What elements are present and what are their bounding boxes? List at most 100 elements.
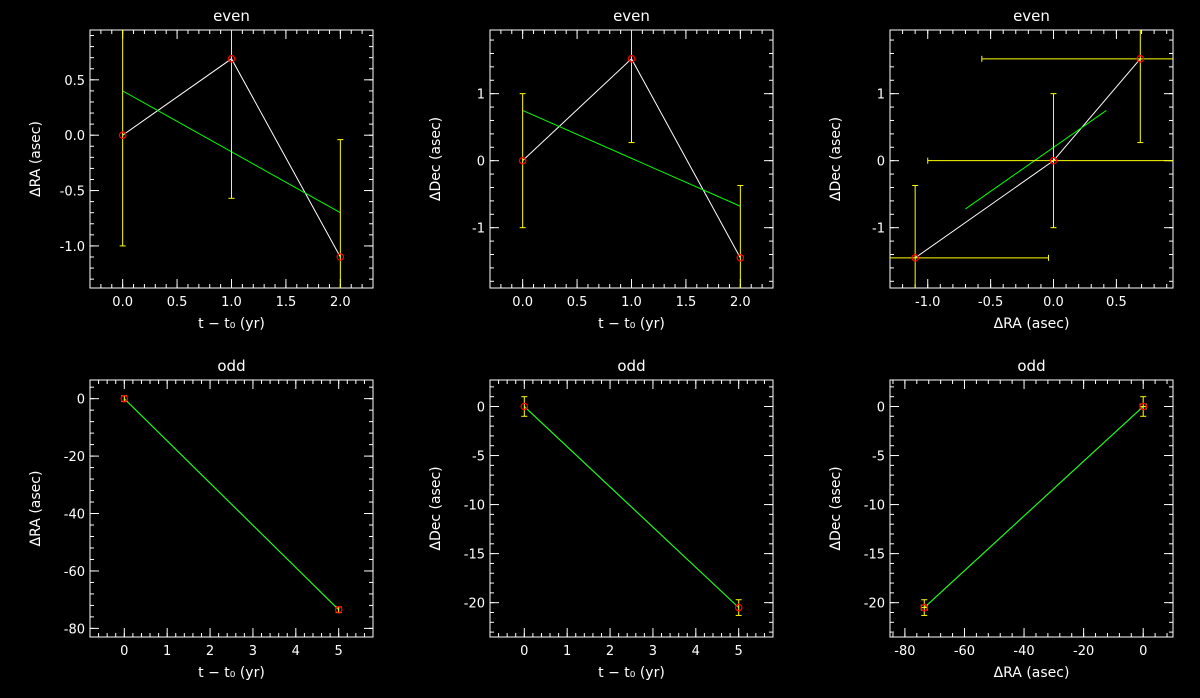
y-tick-label: -1 — [872, 222, 885, 237]
y-tick-label: -20 — [464, 597, 485, 612]
y-axis-label: ΔDec (asec) — [828, 117, 844, 201]
x-tick-label: 2 — [206, 644, 214, 659]
chart-title: odd — [617, 357, 645, 375]
y-axis-label: ΔDec (asec) — [828, 466, 844, 550]
chart-panel-3: -1.0 -0.5 0.0 0.5 -1 0 1 even ΔRA (asec) ΔDec (as… — [828, 7, 1174, 332]
chart-panel-5: 0 1 2 3 4 5 -20 -15 -10 -5 0 odd t − t₀ (yr) ΔDec (as… — [428, 357, 774, 681]
y-tick-label: -80 — [64, 622, 85, 637]
x-tick-label: 2.0 — [330, 295, 351, 310]
y-tick-label: 0.0 — [64, 129, 85, 144]
data-point — [336, 253, 345, 261]
y-tick-label: -1 — [472, 222, 485, 237]
x-tick-label: -20 — [1073, 644, 1094, 659]
x-tick-label: 5 — [735, 644, 743, 659]
y-axis-label: ΔDec (asec) — [428, 466, 444, 550]
data-point — [120, 394, 129, 403]
y-tick-label: -15 — [864, 548, 885, 563]
chart-title: even — [613, 7, 650, 25]
x-axis-label: t − t₀ (yr) — [198, 665, 265, 681]
plot-frame — [889, 29, 1174, 289]
x-tick-label: 0.5 — [167, 295, 188, 310]
data-point — [334, 605, 343, 614]
x-tick-label: 0.0 — [1043, 295, 1064, 310]
x-tick-label: 1.0 — [221, 295, 242, 310]
y-tick-label: -5 — [472, 450, 485, 465]
x-tick-label: -40 — [1013, 644, 1034, 659]
x-tick-label: 2 — [606, 644, 614, 659]
y-tick-label: 1 — [877, 88, 885, 103]
x-tick-label: -60 — [954, 644, 975, 659]
y-tick-label: 0 — [477, 155, 485, 170]
fit-line — [522, 109, 741, 207]
x-tick-label: 1 — [163, 644, 171, 659]
x-tick-label: 0 — [120, 644, 128, 659]
x-tick-label: -0.5 — [978, 295, 1003, 310]
fit-line — [965, 110, 1107, 210]
y-tick-label: 0 — [77, 393, 85, 408]
y-tick-label: -1.0 — [60, 240, 85, 255]
y-tick-label: -20 — [864, 597, 885, 612]
x-tick-label: 4 — [292, 644, 300, 659]
plot-frame — [889, 379, 1174, 638]
y-tick-label: -60 — [64, 565, 85, 580]
x-tick-label: 0.0 — [112, 295, 133, 310]
y-tick-label: -15 — [464, 548, 485, 563]
x-axis-label: ΔRA (asec) — [994, 665, 1070, 681]
plot-area — [118, 30, 345, 288]
fit-line — [123, 398, 340, 611]
chart-panel-2: 0.0 0.5 1.0 1.5 2.0 -1 0 1 even t − t₀ (yr) ΔDec (… — [428, 7, 774, 332]
plot-area — [120, 394, 343, 614]
plot-area — [890, 30, 1173, 288]
y-axis-label: ΔRA (asec) — [28, 471, 44, 547]
data-point — [227, 54, 236, 63]
y-tick-label: 1 — [477, 88, 485, 103]
x-tick-label: 3 — [249, 644, 257, 659]
y-tick-label: -40 — [64, 508, 85, 523]
data-point — [518, 156, 527, 165]
plot-frame — [89, 379, 374, 638]
x-tick-label: 1.0 — [621, 295, 642, 310]
plot-area — [518, 30, 745, 288]
chart-panel-1: 0.0 0.5 1.0 1.5 2.0 -1.0 -0.5 0.0 0.5 even t − t₀ … — [28, 7, 374, 332]
x-tick-label: 0 — [520, 644, 528, 659]
chart-title: even — [213, 7, 250, 25]
plot-area — [920, 396, 1148, 616]
x-tick-label: 4 — [692, 644, 700, 659]
x-axis-label: t − t₀ (yr) — [598, 316, 665, 332]
data-point — [627, 55, 636, 63]
y-tick-label: 0.5 — [64, 74, 85, 89]
chart-title: even — [1013, 7, 1050, 25]
data-point — [1139, 402, 1148, 411]
y-tick-label: -5 — [872, 450, 885, 465]
chart-panel-6: -80 -60 -40 -20 0 -20 -15 -10 -5 0 odd ΔRA (asec) ΔD… — [828, 357, 1174, 681]
chart-title: odd — [1017, 357, 1045, 375]
y-tick-label: 0 — [477, 400, 485, 415]
data-point — [1136, 55, 1145, 63]
x-tick-label: 0.5 — [1106, 295, 1127, 310]
data-point — [734, 603, 743, 612]
y-tick-label: 0 — [877, 155, 885, 170]
x-tick-label: 5 — [335, 644, 343, 659]
x-axis-label: ΔRA (asec) — [994, 316, 1070, 332]
data-point — [736, 254, 745, 262]
fit-line — [923, 406, 1144, 608]
data-point — [1049, 156, 1058, 165]
data-point — [920, 603, 929, 612]
y-tick-label: -0.5 — [60, 185, 85, 200]
data-point — [118, 131, 127, 139]
x-axis-label: t − t₀ (yr) — [198, 316, 265, 332]
plot-frame — [489, 379, 774, 638]
data-point — [911, 254, 919, 262]
y-tick-label: 0 — [877, 400, 885, 415]
x-tick-label: 1 — [563, 644, 571, 659]
chart-panel-4: 0 1 2 3 4 5 -80 -60 -40 -20 0 odd t − t₀ (yr) ΔRA (as… — [28, 357, 374, 681]
y-tick-label: -10 — [464, 499, 485, 514]
x-tick-label: 1.5 — [676, 295, 697, 310]
y-tick-label: -20 — [64, 450, 85, 465]
x-tick-label: -1.0 — [915, 295, 940, 310]
y-axis-label: ΔRA (asec) — [28, 121, 44, 197]
x-tick-label: 2.0 — [730, 295, 751, 310]
x-tick-label: -80 — [894, 644, 915, 659]
